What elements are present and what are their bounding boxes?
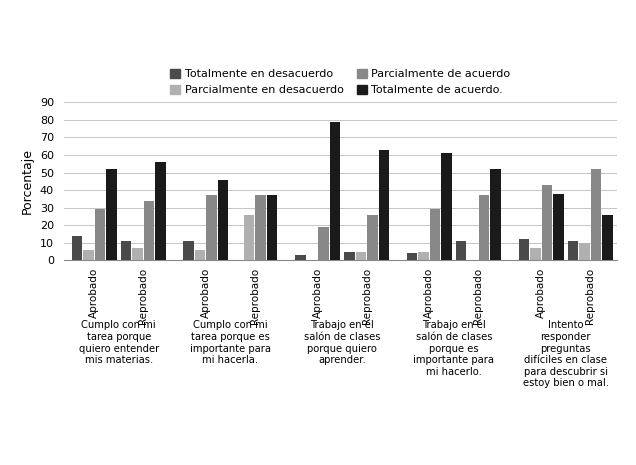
Bar	[530, 248, 541, 260]
Bar	[83, 250, 93, 260]
Bar	[95, 209, 105, 260]
Text: Trabajo en el
salón de clases
porque es
importante para
mi hacerlo.: Trabajo en el salón de clases porque es …	[413, 320, 494, 377]
Bar	[244, 215, 254, 260]
Bar	[602, 215, 612, 260]
Bar	[132, 248, 142, 260]
Bar	[356, 252, 366, 260]
Bar	[155, 162, 166, 260]
Text: Cumplo con mi
tarea porque es
importante para
mi hacerla.: Cumplo con mi tarea porque es importante…	[190, 320, 271, 365]
Bar	[490, 169, 501, 260]
Bar	[121, 241, 131, 260]
Bar	[72, 236, 82, 260]
Bar	[542, 185, 552, 260]
Bar	[183, 241, 194, 260]
Bar	[256, 195, 266, 260]
Bar	[441, 153, 452, 260]
Bar	[430, 209, 441, 260]
Bar	[579, 243, 590, 260]
Y-axis label: Porcentaje: Porcentaje	[21, 148, 34, 214]
Bar	[295, 255, 306, 260]
Bar	[591, 169, 601, 260]
Bar	[329, 122, 340, 260]
Bar	[106, 169, 117, 260]
Text: Intento
responder
preguntas
difíciles en clase
para descubrir si
estoy bien o ma: Intento responder preguntas difíciles en…	[523, 320, 609, 388]
Bar	[568, 241, 578, 260]
Bar	[553, 193, 563, 260]
Bar	[267, 195, 277, 260]
Bar	[479, 195, 490, 260]
Text: Trabajo en el
salón de clases
porque quiero
aprender.: Trabajo en el salón de clases porque qui…	[304, 320, 380, 365]
Bar	[207, 195, 217, 260]
Bar	[378, 150, 389, 260]
Bar	[418, 252, 429, 260]
Bar	[518, 239, 529, 260]
Bar	[318, 227, 329, 260]
Text: Cumplo con mi
tarea porque
quiero entender
mis materias.: Cumplo con mi tarea porque quiero entend…	[79, 320, 159, 365]
Bar	[407, 253, 417, 260]
Bar	[218, 179, 228, 260]
Bar	[195, 250, 205, 260]
Bar	[456, 241, 466, 260]
Legend: Totalmente en desacuerdo, Parcialmente en desacuerdo, Parcialmente de acuerdo, T: Totalmente en desacuerdo, Parcialmente e…	[170, 69, 510, 95]
Bar	[344, 252, 355, 260]
Bar	[367, 215, 378, 260]
Bar	[144, 201, 154, 260]
